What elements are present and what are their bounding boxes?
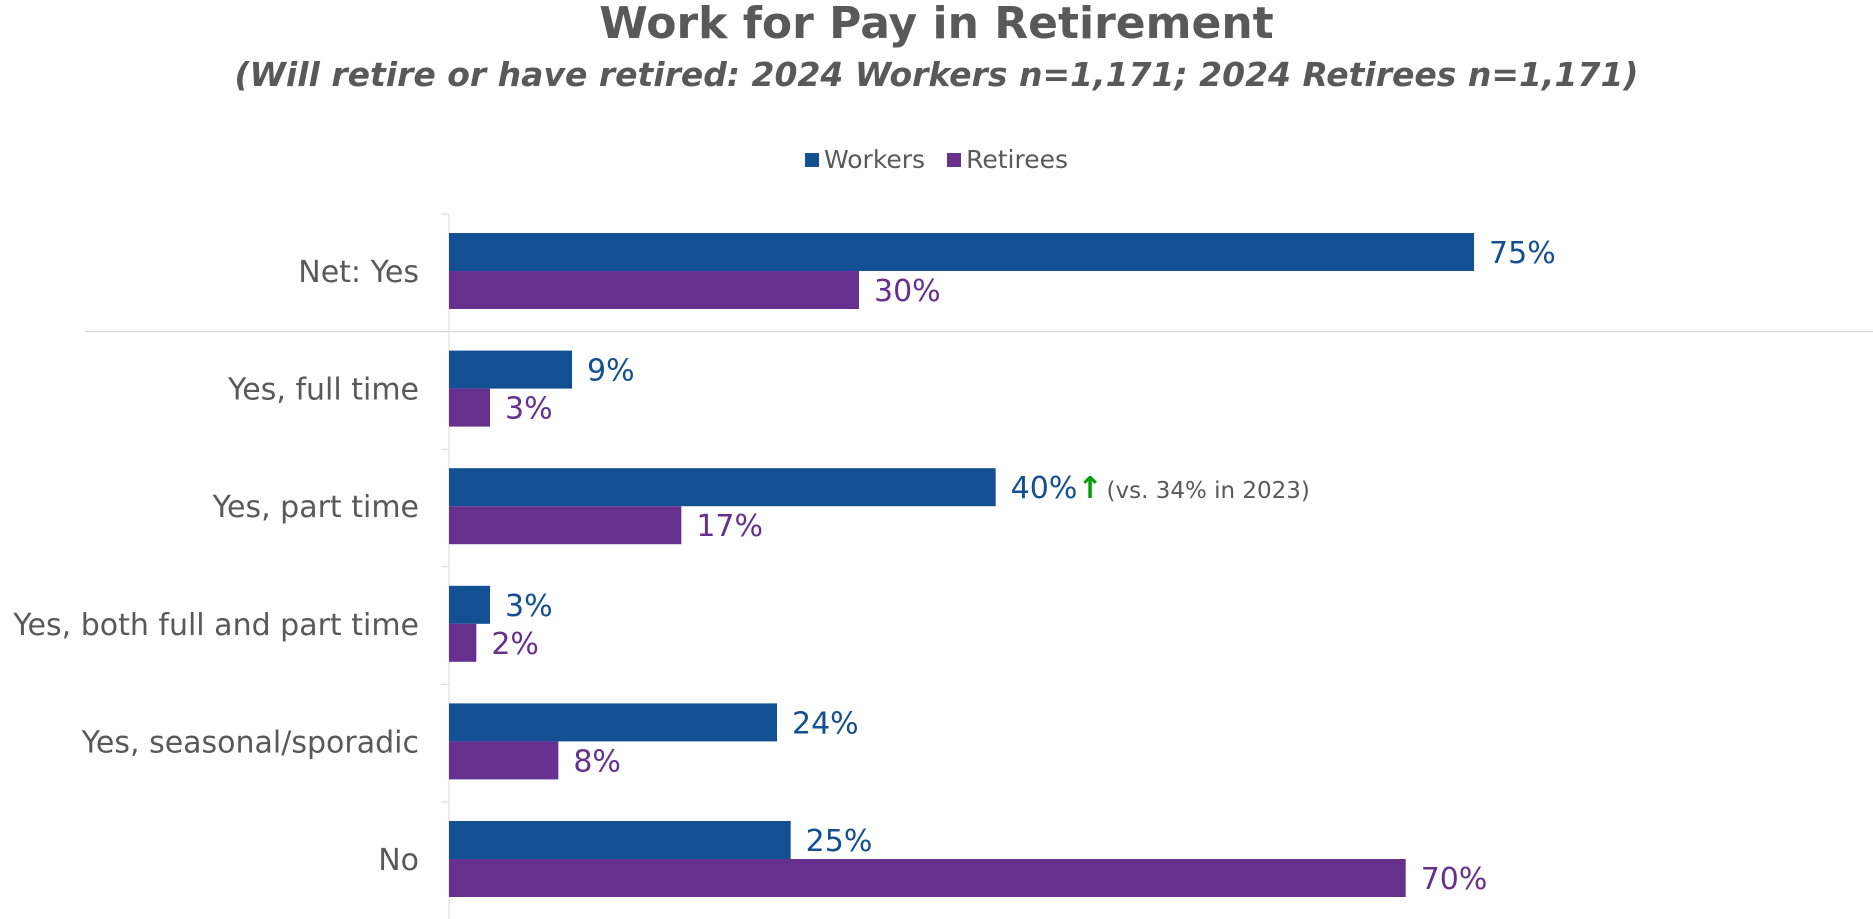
bar-workers-yes-both-full-and-part-time [449,585,491,624]
category-label-net-yes: Net: Yes [298,255,419,290]
bar-workers-no [449,821,791,859]
data-label-workers-no: 25% [806,824,873,859]
data-label-workers-yes-seasonal-sporadic: 24% [792,706,859,741]
chart-title: Work for Pay in Retirement [599,0,1274,49]
bar-retirees-no [449,859,1406,897]
category-label-no: No [378,843,419,878]
category-label-yes-part-time: Yes, part time [212,490,419,525]
bar-retirees-yes-part-time [449,506,682,545]
annotation-note: (vs. 34% in 2023) [1107,478,1310,504]
data-label-retirees-net-yes: 30% [874,274,941,309]
data-label-retirees-yes-part-time: 17% [696,509,763,544]
category-label-yes-seasonal-sporadic: Yes, seasonal/sporadic [81,725,419,760]
bar-retirees-yes-both-full-and-part-time [449,623,477,662]
bar-workers-yes-full-time [449,350,573,389]
legend-swatch-workers [804,153,819,167]
legend-label-retirees: Retirees [966,145,1068,174]
bar-retirees-yes-seasonal-sporadic [449,741,559,780]
bar-workers-yes-seasonal-sporadic [449,703,778,742]
data-label-retirees-yes-seasonal-sporadic: 8% [573,744,621,779]
legend-swatch-retirees [947,153,962,167]
bar-workers-net-yes [449,233,1475,271]
data-label-workers-net-yes: 75% [1489,236,1556,271]
data-label-workers-yes-full-time: 9% [587,354,635,389]
legend-item-retirees: Retirees [947,145,1068,175]
data-label-retirees-yes-full-time: 3% [505,392,553,427]
bar-workers-yes-part-time [449,468,996,507]
bar-retirees-yes-full-time [449,388,491,427]
chart-legend: Workers Retirees [0,145,1873,175]
data-label-retirees-yes-both-full-and-part-time: 2% [491,627,539,662]
chart-subtitle: (Will retire or have retired: 2024 Worke… [234,55,1639,94]
data-label-workers-yes-part-time: 40%↑ (vs. 34% in 2023) [1011,471,1310,506]
bar-retirees-net-yes [449,271,860,309]
data-label-retirees-no: 70% [1421,862,1488,897]
legend-label-workers: Workers [823,145,926,174]
legend-item-workers: Workers [804,145,926,175]
trend-up-arrow-icon: ↑ [1077,471,1102,506]
data-label-workers-yes-both-full-and-part-time: 3% [505,589,553,624]
category-label-yes-both-full-and-part-time: Yes, both full and part time [12,608,419,643]
category-label-yes-full-time: Yes, full time [227,373,419,408]
